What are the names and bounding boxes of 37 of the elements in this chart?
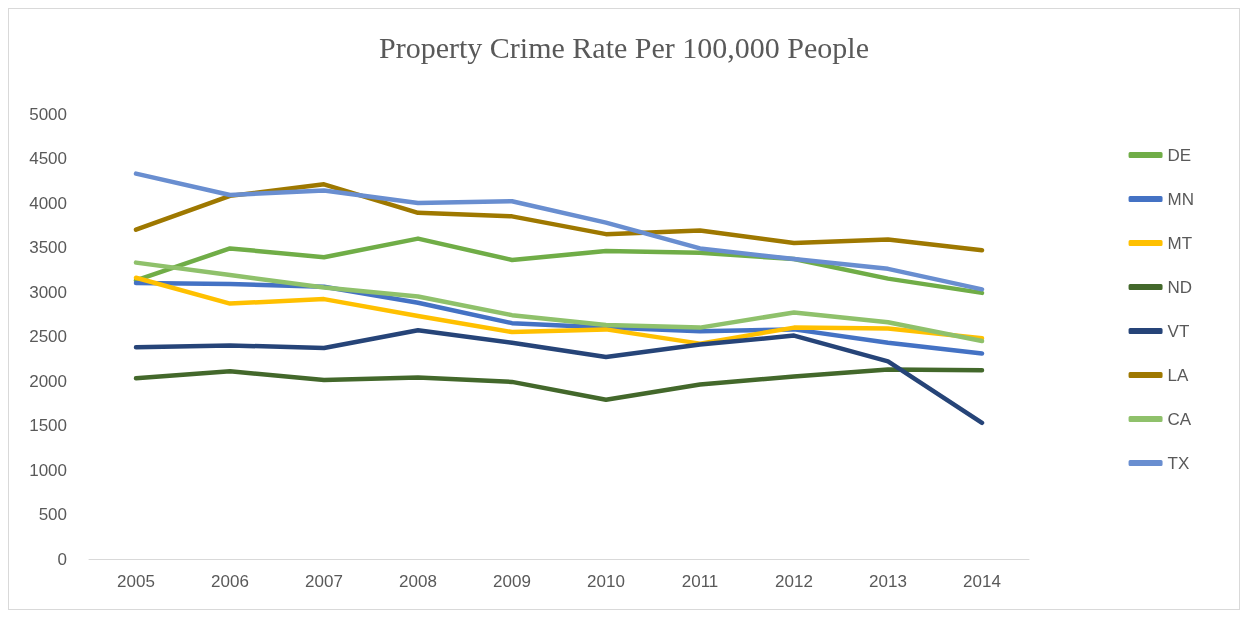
x-tick-label: 2009 (493, 572, 531, 591)
y-tick-label: 3000 (29, 282, 67, 302)
legend-label: ND (1167, 277, 1193, 297)
legend-label: DE (1167, 145, 1192, 165)
x-tick-label: 2010 (587, 572, 625, 591)
y-tick-label: 5000 (29, 104, 67, 124)
line-series (133, 236, 985, 296)
x-tick-label: 2011 (681, 572, 719, 591)
legend-label: LA (1167, 365, 1190, 385)
y-tick-label: 1000 (29, 460, 67, 480)
chart-title: Property Crime Rate Per 100,000 People (379, 30, 869, 64)
legend-label: MN (1167, 189, 1195, 209)
x-tick-label: 2007 (305, 572, 343, 591)
y-tick-label: 3500 (29, 238, 67, 257)
y-tick-label: 2000 (29, 371, 67, 391)
y-tick-label: 4500 (29, 149, 67, 168)
y-tick-label: 500 (38, 505, 67, 524)
x-tick-label: 2006 (211, 572, 249, 591)
x-tick-label: 2008 (399, 572, 437, 591)
legend-label: MT (1167, 233, 1193, 253)
y-tick-label: 2500 (29, 327, 67, 346)
line-series (133, 367, 985, 402)
line-series (133, 182, 985, 253)
y-tick-label: 4000 (29, 193, 67, 213)
x-tick-label: 2005 (117, 572, 155, 591)
line-series (133, 171, 985, 292)
x-tick-label: 2013 (869, 572, 907, 591)
x-tick-label: 2014 (963, 572, 1001, 591)
y-tick-label: 1500 (29, 416, 67, 435)
legend-label: VT (1167, 321, 1190, 341)
line-series (133, 260, 985, 344)
legend-label: CA (1167, 409, 1192, 429)
legend-label: TX (1167, 453, 1190, 473)
x-tick-label: 2012 (775, 572, 813, 591)
line-series (133, 275, 985, 346)
line-series (133, 328, 985, 426)
y-tick-label: 0 (57, 549, 67, 569)
